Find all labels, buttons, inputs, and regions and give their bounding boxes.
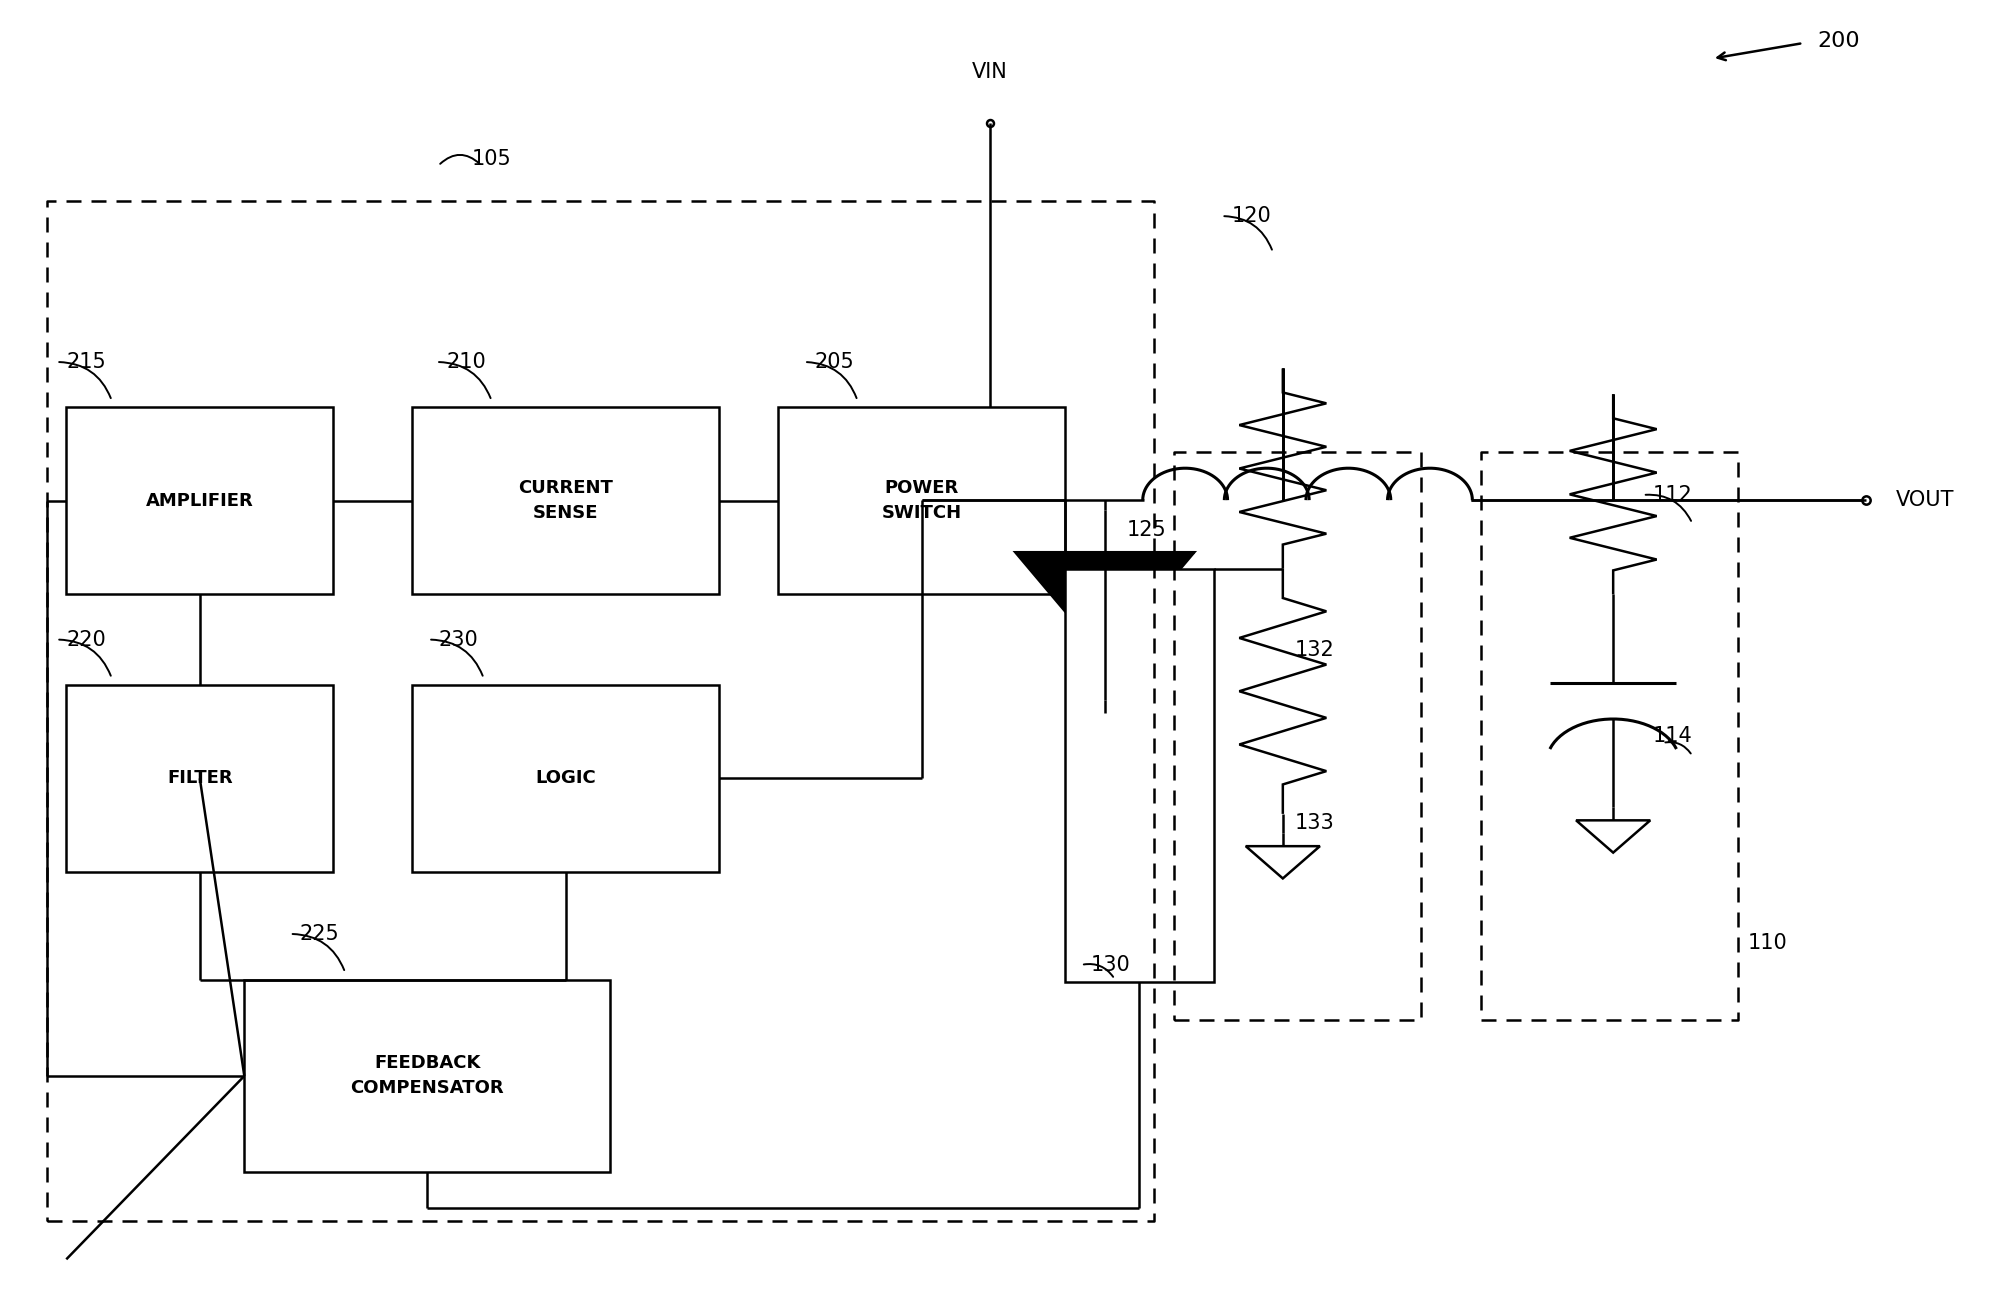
Text: 205: 205 [815, 352, 855, 372]
Bar [1066, 569, 1213, 981]
Text: 132: 132 [1295, 639, 1335, 660]
Bar [412, 407, 719, 594]
Text: LOGIC: LOGIC [536, 770, 596, 787]
Text: AMPLIFIER: AMPLIFIER [145, 492, 253, 510]
Text: VIN: VIN [972, 61, 1008, 81]
Text: 125: 125 [1127, 519, 1165, 540]
Text: 220: 220 [66, 629, 106, 650]
Text: 210: 210 [446, 352, 486, 372]
Text: 225: 225 [299, 924, 339, 944]
Bar [66, 685, 333, 872]
Bar [66, 407, 333, 594]
Text: 120: 120 [1231, 206, 1271, 226]
Text: FEEDBACK
COMPENSATOR: FEEDBACK COMPENSATOR [351, 1054, 504, 1098]
Bar [245, 980, 610, 1172]
Text: 215: 215 [66, 352, 106, 372]
Text: FILTER: FILTER [167, 770, 233, 787]
Bar [412, 685, 719, 872]
Text: 130: 130 [1092, 955, 1131, 975]
Text: 110: 110 [1747, 933, 1787, 953]
Text: 200: 200 [1817, 30, 1861, 51]
Text: POWER
SWITCH: POWER SWITCH [882, 479, 962, 522]
Polygon shape [1016, 552, 1195, 659]
Text: 112: 112 [1653, 485, 1693, 505]
Text: CURRENT
SENSE: CURRENT SENSE [518, 479, 614, 522]
Text: VOUT: VOUT [1896, 491, 1954, 510]
Bar [779, 407, 1066, 594]
Text: 230: 230 [438, 629, 478, 650]
Text: 114: 114 [1653, 727, 1693, 746]
Text: 133: 133 [1295, 813, 1335, 833]
Text: 105: 105 [472, 149, 512, 170]
